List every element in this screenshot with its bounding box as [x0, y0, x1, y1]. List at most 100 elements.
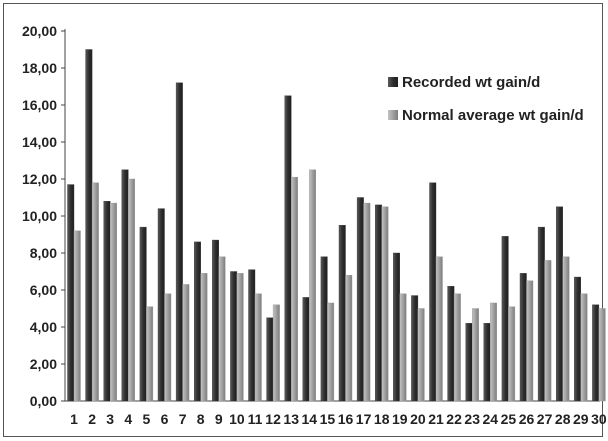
bar-recorded [501, 236, 509, 402]
bar-recorded [556, 206, 563, 402]
legend: Recorded wt gain/d Normal average wt gai… [388, 74, 584, 124]
bar-normal [562, 256, 570, 402]
y-tick-label: 10,00 [22, 208, 57, 224]
bar-normal [291, 176, 298, 402]
bar-recorded [375, 204, 382, 402]
x-tick-label: 11 [248, 411, 263, 427]
bar-recorded [411, 295, 419, 402]
y-tick-label: 8,00 [30, 245, 57, 261]
bar-normal [598, 308, 606, 402]
y-tick-label: 2,00 [30, 356, 57, 372]
bar-normal [236, 273, 244, 402]
bar-recorded [230, 271, 238, 402]
x-tick-label: 21 [428, 411, 444, 427]
x-tick-label: 4 [124, 411, 132, 427]
x-tick-label: 12 [265, 411, 281, 427]
bar-normal [91, 182, 99, 402]
y-tick-label: 16,00 [22, 97, 57, 113]
x-tick-label: 30 [591, 411, 607, 427]
x-tick-label: 28 [555, 411, 571, 427]
x-tick-label: 15 [320, 411, 336, 427]
legend-label-recorded: Recorded wt gain/d [402, 74, 540, 91]
bar-recorded [212, 239, 220, 402]
bar-normal [182, 284, 190, 402]
bar-normal [218, 256, 226, 402]
bar-normal [381, 206, 389, 402]
bar-normal [490, 302, 497, 402]
x-tick-label: 26 [519, 411, 535, 427]
y-tick-label: 14,00 [22, 134, 57, 150]
bar-recorded [537, 226, 545, 402]
bars [67, 49, 606, 402]
bar-recorded [248, 269, 256, 402]
bar-recorded [284, 95, 292, 402]
bar-recorded [85, 49, 93, 402]
bar-normal [309, 169, 316, 402]
bar-normal [399, 293, 407, 402]
bar-normal [345, 275, 353, 402]
bar-recorded [139, 226, 147, 402]
bar-recorded [574, 276, 581, 402]
y-tick-label: 18,00 [22, 60, 57, 76]
bar-recorded [266, 317, 274, 402]
x-tick-label: 22 [446, 411, 462, 427]
x-tick-label: 5 [143, 411, 151, 427]
bar-recorded [157, 208, 165, 402]
bar-normal [417, 308, 425, 402]
bar-normal [526, 280, 534, 402]
x-tick-label: 7 [179, 411, 187, 427]
bar-normal [472, 308, 479, 402]
x-tick-label: 27 [537, 411, 553, 427]
bar-normal [453, 293, 461, 402]
x-tick-label: 24 [483, 411, 499, 427]
bar-recorded [175, 82, 183, 402]
bar-normal [109, 202, 117, 402]
bar-recorded [320, 256, 328, 402]
bar-normal [435, 256, 443, 402]
bar-recorded [67, 184, 75, 402]
x-tick-label: 14 [302, 411, 318, 427]
x-tick-label: 25 [501, 411, 517, 427]
x-tick-label: 6 [161, 411, 169, 427]
x-tick-label: 10 [229, 411, 245, 427]
legend-label-normal: Normal average wt gain/d [402, 107, 584, 124]
x-tick-label: 17 [356, 411, 372, 427]
bar-normal [544, 260, 552, 402]
y-tick-label: 6,00 [30, 282, 57, 298]
bar-recorded [483, 323, 491, 402]
bar-normal [164, 293, 172, 402]
bar-normal [128, 178, 136, 402]
x-tick-label: 18 [374, 411, 390, 427]
y-tick-label: 20,00 [22, 23, 57, 39]
x-tick-label: 9 [215, 411, 223, 427]
x-tick-label: 16 [338, 411, 354, 427]
x-tick-label: 3 [106, 411, 114, 427]
bar-normal [363, 202, 371, 402]
bar-recorded [393, 252, 400, 402]
x-tick-label: 29 [573, 411, 589, 427]
bar-normal [508, 306, 516, 402]
bar-recorded [429, 182, 437, 402]
bar-recorded [121, 169, 129, 402]
x-tick-label: 2 [88, 411, 96, 427]
x-tick-label: 23 [464, 411, 480, 427]
bar-recorded [103, 200, 111, 402]
bar-normal [146, 306, 154, 402]
y-tick-label: 12,00 [22, 171, 57, 187]
legend-swatch-recorded [388, 77, 398, 87]
x-tick-label: 19 [392, 411, 408, 427]
bar-normal [200, 273, 208, 402]
x-tick-label: 1 [70, 411, 78, 427]
bar-normal [73, 230, 81, 402]
bar-recorded [338, 225, 346, 402]
bar-normal [327, 302, 335, 402]
bar-recorded [447, 286, 455, 402]
y-tick-label: 4,00 [30, 319, 57, 335]
bar-recorded [519, 273, 527, 402]
x-tick-label: 13 [283, 411, 299, 427]
tick-labels: 0,00 2,00 4,00 6,00 8,00 10,00 12,00 14,00 16,00… [22, 23, 607, 427]
bar-recorded [465, 323, 473, 402]
bar-recorded [302, 297, 310, 402]
x-tick-label: 8 [197, 411, 205, 427]
